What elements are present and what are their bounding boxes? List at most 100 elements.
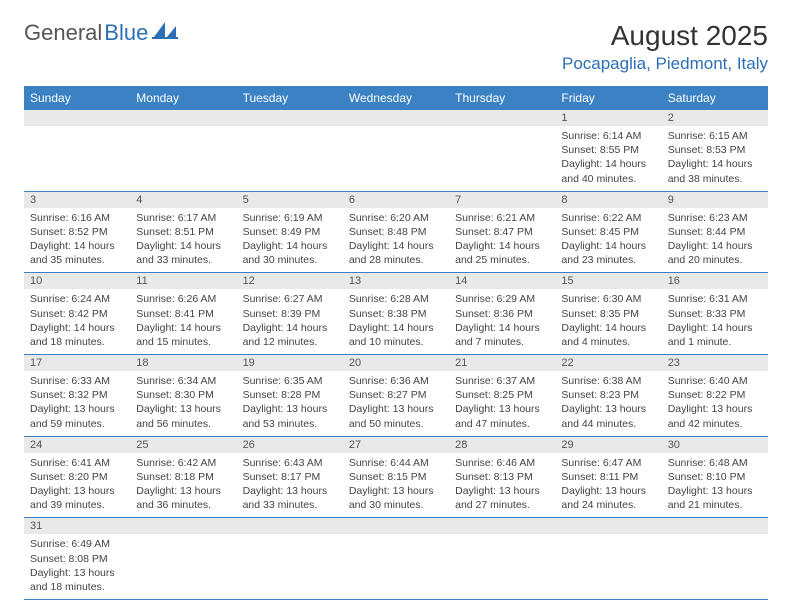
day-number: 7: [449, 192, 555, 208]
day-details: Sunrise: 6:28 AMSunset: 8:38 PMDaylight:…: [343, 289, 449, 354]
calendar-cell: 16Sunrise: 6:31 AMSunset: 8:33 PMDayligh…: [662, 273, 768, 355]
day-number: 22: [555, 355, 661, 371]
day-details: Sunrise: 6:37 AMSunset: 8:25 PMDaylight:…: [449, 371, 555, 436]
day-number: 14: [449, 273, 555, 289]
calendar-table: Sunday Monday Tuesday Wednesday Thursday…: [24, 86, 768, 600]
calendar-cell: [130, 518, 236, 600]
day-details: Sunrise: 6:17 AMSunset: 8:51 PMDaylight:…: [130, 208, 236, 273]
location-label: Pocapaglia, Piedmont, Italy: [562, 54, 768, 74]
day-details: Sunrise: 6:29 AMSunset: 8:36 PMDaylight:…: [449, 289, 555, 354]
calendar-cell: [343, 518, 449, 600]
calendar-cell: [237, 110, 343, 191]
day-details: Sunrise: 6:44 AMSunset: 8:15 PMDaylight:…: [343, 453, 449, 518]
day-number: 18: [130, 355, 236, 371]
calendar-cell: [24, 110, 130, 191]
calendar-row: 31Sunrise: 6:49 AMSunset: 8:08 PMDayligh…: [24, 518, 768, 600]
day-details: Sunrise: 6:47 AMSunset: 8:11 PMDaylight:…: [555, 453, 661, 518]
calendar-row: 10Sunrise: 6:24 AMSunset: 8:42 PMDayligh…: [24, 273, 768, 355]
calendar-cell: 7Sunrise: 6:21 AMSunset: 8:47 PMDaylight…: [449, 191, 555, 273]
calendar-cell: 29Sunrise: 6:47 AMSunset: 8:11 PMDayligh…: [555, 436, 661, 518]
calendar-cell: 17Sunrise: 6:33 AMSunset: 8:32 PMDayligh…: [24, 355, 130, 437]
calendar-cell: 8Sunrise: 6:22 AMSunset: 8:45 PMDaylight…: [555, 191, 661, 273]
day-number: 20: [343, 355, 449, 371]
day-details: Sunrise: 6:15 AMSunset: 8:53 PMDaylight:…: [662, 126, 768, 191]
day-number: 31: [24, 518, 130, 534]
day-number: 30: [662, 437, 768, 453]
day-number: 13: [343, 273, 449, 289]
day-number: 12: [237, 273, 343, 289]
day-details: Sunrise: 6:46 AMSunset: 8:13 PMDaylight:…: [449, 453, 555, 518]
weekday-header: Friday: [555, 86, 661, 110]
title-block: August 2025 Pocapaglia, Piedmont, Italy: [562, 20, 768, 74]
calendar-row: 17Sunrise: 6:33 AMSunset: 8:32 PMDayligh…: [24, 355, 768, 437]
day-number: 28: [449, 437, 555, 453]
weekday-header-row: Sunday Monday Tuesday Wednesday Thursday…: [24, 86, 768, 110]
day-details: Sunrise: 6:19 AMSunset: 8:49 PMDaylight:…: [237, 208, 343, 273]
day-number: 16: [662, 273, 768, 289]
day-number: 26: [237, 437, 343, 453]
calendar-cell: 30Sunrise: 6:48 AMSunset: 8:10 PMDayligh…: [662, 436, 768, 518]
calendar-cell: 10Sunrise: 6:24 AMSunset: 8:42 PMDayligh…: [24, 273, 130, 355]
day-details: Sunrise: 6:20 AMSunset: 8:48 PMDaylight:…: [343, 208, 449, 273]
calendar-cell: 28Sunrise: 6:46 AMSunset: 8:13 PMDayligh…: [449, 436, 555, 518]
day-number: 6: [343, 192, 449, 208]
day-details: Sunrise: 6:14 AMSunset: 8:55 PMDaylight:…: [555, 126, 661, 191]
day-details: Sunrise: 6:33 AMSunset: 8:32 PMDaylight:…: [24, 371, 130, 436]
day-number: 8: [555, 192, 661, 208]
calendar-cell: 4Sunrise: 6:17 AMSunset: 8:51 PMDaylight…: [130, 191, 236, 273]
day-number: 25: [130, 437, 236, 453]
day-details: Sunrise: 6:42 AMSunset: 8:18 PMDaylight:…: [130, 453, 236, 518]
calendar-cell: 9Sunrise: 6:23 AMSunset: 8:44 PMDaylight…: [662, 191, 768, 273]
day-number: 5: [237, 192, 343, 208]
weekday-header: Saturday: [662, 86, 768, 110]
day-details: Sunrise: 6:49 AMSunset: 8:08 PMDaylight:…: [24, 534, 130, 599]
calendar-cell: 20Sunrise: 6:36 AMSunset: 8:27 PMDayligh…: [343, 355, 449, 437]
calendar-cell: [237, 518, 343, 600]
day-number: 23: [662, 355, 768, 371]
day-details: Sunrise: 6:24 AMSunset: 8:42 PMDaylight:…: [24, 289, 130, 354]
day-details: Sunrise: 6:40 AMSunset: 8:22 PMDaylight:…: [662, 371, 768, 436]
calendar-cell: [343, 110, 449, 191]
day-number: 27: [343, 437, 449, 453]
calendar-cell: 23Sunrise: 6:40 AMSunset: 8:22 PMDayligh…: [662, 355, 768, 437]
day-details: Sunrise: 6:27 AMSunset: 8:39 PMDaylight:…: [237, 289, 343, 354]
calendar-cell: 12Sunrise: 6:27 AMSunset: 8:39 PMDayligh…: [237, 273, 343, 355]
day-number: 29: [555, 437, 661, 453]
weekday-header: Monday: [130, 86, 236, 110]
day-details: Sunrise: 6:34 AMSunset: 8:30 PMDaylight:…: [130, 371, 236, 436]
logo-text-1: General: [24, 20, 102, 46]
day-details: Sunrise: 6:31 AMSunset: 8:33 PMDaylight:…: [662, 289, 768, 354]
calendar-cell: 21Sunrise: 6:37 AMSunset: 8:25 PMDayligh…: [449, 355, 555, 437]
weekday-header: Thursday: [449, 86, 555, 110]
calendar-cell: 5Sunrise: 6:19 AMSunset: 8:49 PMDaylight…: [237, 191, 343, 273]
day-details: Sunrise: 6:36 AMSunset: 8:27 PMDaylight:…: [343, 371, 449, 436]
calendar-cell: [555, 518, 661, 600]
calendar-cell: 27Sunrise: 6:44 AMSunset: 8:15 PMDayligh…: [343, 436, 449, 518]
calendar-cell: 3Sunrise: 6:16 AMSunset: 8:52 PMDaylight…: [24, 191, 130, 273]
calendar-cell: 22Sunrise: 6:38 AMSunset: 8:23 PMDayligh…: [555, 355, 661, 437]
day-details: Sunrise: 6:43 AMSunset: 8:17 PMDaylight:…: [237, 453, 343, 518]
day-number: 4: [130, 192, 236, 208]
calendar-cell: 19Sunrise: 6:35 AMSunset: 8:28 PMDayligh…: [237, 355, 343, 437]
day-details: Sunrise: 6:41 AMSunset: 8:20 PMDaylight:…: [24, 453, 130, 518]
calendar-cell: 31Sunrise: 6:49 AMSunset: 8:08 PMDayligh…: [24, 518, 130, 600]
calendar-cell: [449, 110, 555, 191]
day-number: 19: [237, 355, 343, 371]
day-number: 2: [662, 110, 768, 126]
weekday-header: Tuesday: [237, 86, 343, 110]
calendar-cell: 25Sunrise: 6:42 AMSunset: 8:18 PMDayligh…: [130, 436, 236, 518]
day-details: Sunrise: 6:26 AMSunset: 8:41 PMDaylight:…: [130, 289, 236, 354]
calendar-cell: 6Sunrise: 6:20 AMSunset: 8:48 PMDaylight…: [343, 191, 449, 273]
calendar-row: 24Sunrise: 6:41 AMSunset: 8:20 PMDayligh…: [24, 436, 768, 518]
calendar-cell: 24Sunrise: 6:41 AMSunset: 8:20 PMDayligh…: [24, 436, 130, 518]
day-details: Sunrise: 6:38 AMSunset: 8:23 PMDaylight:…: [555, 371, 661, 436]
day-details: Sunrise: 6:35 AMSunset: 8:28 PMDaylight:…: [237, 371, 343, 436]
calendar-cell: 11Sunrise: 6:26 AMSunset: 8:41 PMDayligh…: [130, 273, 236, 355]
calendar-cell: 14Sunrise: 6:29 AMSunset: 8:36 PMDayligh…: [449, 273, 555, 355]
day-number: 9: [662, 192, 768, 208]
calendar-cell: 1Sunrise: 6:14 AMSunset: 8:55 PMDaylight…: [555, 110, 661, 191]
day-details: Sunrise: 6:48 AMSunset: 8:10 PMDaylight:…: [662, 453, 768, 518]
day-number: 10: [24, 273, 130, 289]
calendar-cell: 18Sunrise: 6:34 AMSunset: 8:30 PMDayligh…: [130, 355, 236, 437]
calendar-cell: 15Sunrise: 6:30 AMSunset: 8:35 PMDayligh…: [555, 273, 661, 355]
